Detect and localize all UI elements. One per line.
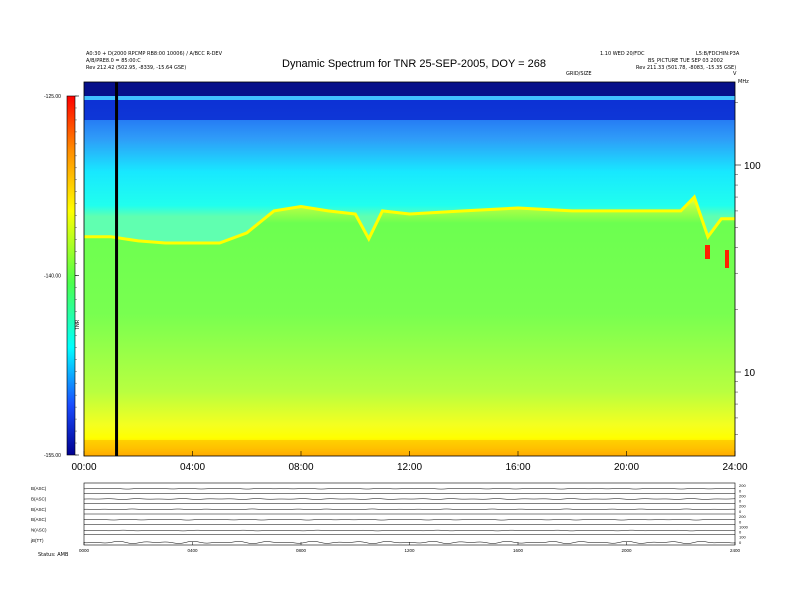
x-tick-label: 16:00 <box>505 462 530 473</box>
panel-trace <box>83 529 736 532</box>
y-axis-ticks: 100 10 <box>735 102 761 435</box>
panel-trace <box>83 508 736 511</box>
header-corner-v: V <box>733 71 737 77</box>
x-tick-label: 08:00 <box>288 462 313 473</box>
red-burst-1 <box>705 245 710 259</box>
panel-x-tick-label: 0400 <box>187 548 198 553</box>
y-tick-label: 100 <box>744 161 761 172</box>
panel-label: B(ASC) <box>31 497 47 502</box>
x-axis-ticks: 00:00 04:00 08:00 12:00 16:00 20:00 24:00 <box>71 451 748 473</box>
header-info-right-1b: L5:B/FDCHIN:P3A <box>696 51 740 57</box>
red-burst-2 <box>725 250 729 268</box>
panel-trace <box>83 519 736 521</box>
header-grid-size: GRID/SIZE <box>566 71 592 77</box>
x-tick-label: 04:00 <box>180 462 205 473</box>
x-tick-label: 24:00 <box>722 462 747 473</box>
colorbar-tick-label: -155.00 <box>44 453 61 459</box>
chart-title: Dynamic Spectrum for TNR 25-SEP-2005, DO… <box>282 58 547 70</box>
panel-x-tick-label: 0800 <box>296 548 307 553</box>
panel-trace <box>83 488 736 490</box>
panel-right-tick-label: 0 <box>739 540 742 545</box>
panel-right-tick-label: 0 <box>739 530 742 535</box>
emission-region <box>84 197 735 456</box>
panel-x-tick-label: 2400 <box>730 548 741 553</box>
header-info-left-1: A0:30 + D(2000 RPCMP RB8:00 10006) / A/B… <box>86 51 222 57</box>
panel-right-tick-label: 200 <box>739 514 746 519</box>
header-info-left-3: Rev 212.42 (502.95, -8339, -15.64 GSE) <box>86 65 187 71</box>
x-tick-label: 12:00 <box>397 462 422 473</box>
status-footer: Status: AMB <box>38 552 69 558</box>
x-tick-label: 00:00 <box>71 462 96 473</box>
panel-trace <box>83 540 736 544</box>
panel-x-tick-label: 2000 <box>621 548 632 553</box>
header-info-left-2: A/B/PRE8.0 = 85:00:C <box>86 58 141 64</box>
panel-label: B(ASC) <box>31 486 47 491</box>
header-info-right-3: Rev 211.33 (501.78, -8083, -15.35 GSE) <box>636 65 737 71</box>
x-tick-label: 20:00 <box>614 462 639 473</box>
panel-x-tick-label: 0000 <box>79 548 90 553</box>
panel-label: B(ASC) <box>31 507 47 512</box>
panel-right-tick-label: 200 <box>739 493 746 498</box>
panel-x-tick-label: 1600 <box>513 548 524 553</box>
bottom-orange-band <box>84 440 735 456</box>
top-dark-band <box>84 82 735 96</box>
header-info-right-1a: 1.10 WED 20/FDC <box>600 51 645 57</box>
colorbar-tick-label: -140.00 <box>44 274 61 280</box>
panel-right-tick-label: 200 <box>739 504 746 509</box>
spectrogram <box>84 82 735 456</box>
lower-panels: B(ASC)2000B(ASC)2000B(ASC)2000B(ASC)2000… <box>30 482 749 553</box>
panel-label: N(ASC) <box>31 528 47 533</box>
panel-right-tick-label: 200 <box>739 483 746 488</box>
emission-edge-line <box>84 194 735 245</box>
header-info-right-2: BS_PICTURE TUE SEP 03 2002 <box>648 58 724 64</box>
panel-right-tick-label: 0 <box>739 519 742 524</box>
y-tick-label: 10 <box>744 368 756 379</box>
top-cyan-line <box>84 96 735 100</box>
colorbar-label: TNR <box>75 319 81 330</box>
header-corner-mhz: MHz <box>738 79 749 85</box>
panel-x-tick-label: 1200 <box>404 548 415 553</box>
panel-right-tick-label: 0 <box>739 509 742 514</box>
colorbar-ticks: -125.00 -140.00 -155.00 <box>44 94 79 459</box>
colorbar-tick-label: -125.00 <box>44 94 61 100</box>
panel-right-tick-label: 100 <box>739 535 746 540</box>
upper-blue-band <box>84 100 735 120</box>
panel-trace <box>83 498 736 500</box>
panel-right-tick-label: 0 <box>739 499 742 504</box>
panel-right-tick-label: 1000 <box>739 524 749 529</box>
colorbar <box>66 95 76 456</box>
panel-right-tick-label: 0 <box>739 488 742 493</box>
panel-label: B(ASC) <box>31 517 47 522</box>
panel-label: jB(TT) <box>30 538 44 543</box>
